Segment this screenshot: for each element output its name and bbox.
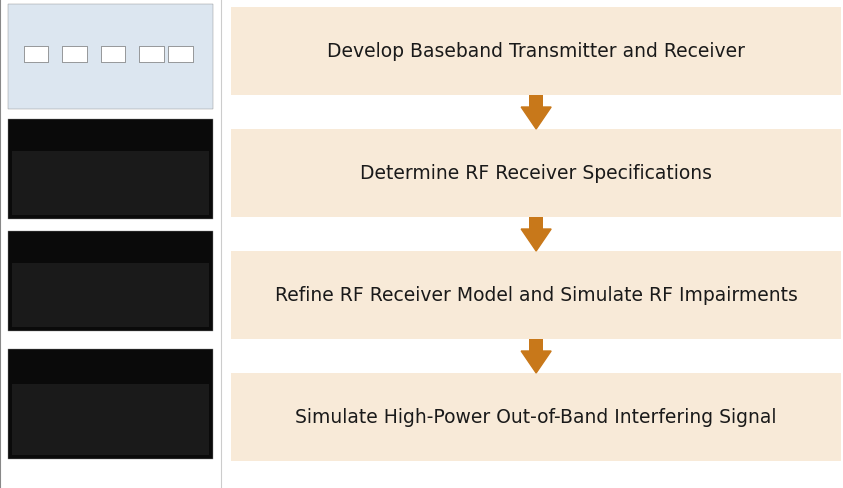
Polygon shape (521, 108, 551, 130)
Text: Develop Baseband Transmitter and Receiver: Develop Baseband Transmitter and Receive… (327, 42, 745, 61)
Bar (8, 5, 213, 110)
Bar (0, 0, 221, 488)
Bar (62, 47, 87, 62)
Bar (8, 231, 213, 331)
Polygon shape (521, 229, 551, 251)
Bar (231, 130, 841, 218)
Bar (231, 8, 841, 96)
Bar (24, 47, 48, 62)
Bar (231, 251, 841, 339)
Bar (231, 373, 841, 461)
Bar (8, 349, 213, 459)
Bar (529, 96, 543, 108)
Text: Refine RF Receiver Model and Simulate RF Impairments: Refine RF Receiver Model and Simulate RF… (275, 286, 797, 305)
Bar (12, 384, 209, 455)
Bar (529, 339, 543, 351)
Text: Simulate High-Power Out-of-Band Interfering Signal: Simulate High-Power Out-of-Band Interfer… (295, 407, 777, 427)
Text: Determine RF Receiver Specifications: Determine RF Receiver Specifications (360, 164, 712, 183)
Bar (139, 47, 164, 62)
Bar (529, 218, 543, 229)
Bar (12, 151, 209, 216)
Bar (101, 47, 126, 62)
Polygon shape (521, 351, 551, 373)
Bar (169, 47, 193, 62)
Bar (12, 263, 209, 327)
Bar (8, 120, 213, 220)
